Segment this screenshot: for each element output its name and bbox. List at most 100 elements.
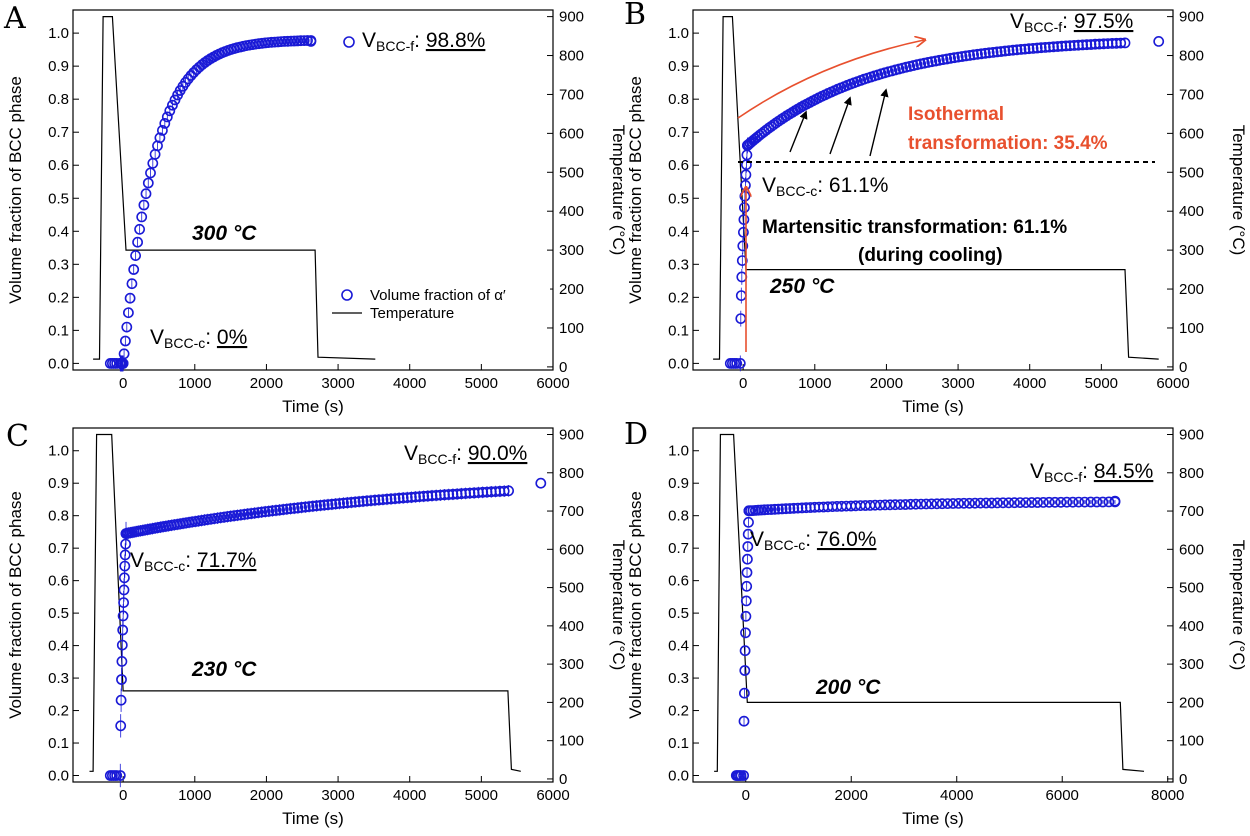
martensitic-label-2: (during cooling) (858, 245, 1003, 266)
x-tick-label: 6000 (536, 375, 569, 392)
data-point (920, 498, 932, 510)
y2-tick-label: 200 (1179, 694, 1204, 711)
y-tick-label: 0.4 (668, 638, 689, 655)
x-tick-label: 0 (119, 375, 127, 392)
y-tick-label: 0.4 (48, 223, 69, 240)
data-point (124, 292, 136, 304)
data-point (1109, 495, 1121, 507)
data-point (1007, 44, 1019, 56)
data-point (330, 498, 342, 510)
data-point (968, 49, 979, 61)
y2-tick-label: 500 (559, 580, 584, 597)
data-point (353, 496, 365, 508)
data-point (365, 495, 377, 506)
x-axis-title: Time (s) (282, 809, 344, 828)
y2-tick-label: 100 (559, 733, 584, 750)
data-point (357, 495, 369, 507)
data-point (292, 35, 303, 47)
panel-letter: A (3, 1, 26, 36)
x-tick-label: 4000 (393, 787, 426, 804)
data-point (128, 264, 140, 275)
data-point (1003, 497, 1015, 509)
data-point (116, 656, 128, 667)
data-point (188, 67, 200, 78)
data-point (156, 124, 168, 136)
y2-tick-label: 700 (1179, 86, 1204, 103)
data-point (132, 236, 143, 248)
isothermal-arrow-2 (829, 96, 852, 155)
data-point (960, 50, 972, 62)
data-point (1009, 497, 1020, 509)
data-point (740, 610, 752, 622)
data-point (956, 51, 968, 62)
y-tick-label: 0.2 (48, 289, 69, 306)
x-tick-label: 1000 (178, 375, 211, 392)
y2-tick-label: 500 (1179, 164, 1204, 181)
x-tick-label: 2000 (250, 787, 283, 804)
y-tick-label: 0.0 (668, 355, 689, 372)
data-point (773, 115, 785, 127)
y2-tick-label: 300 (559, 242, 584, 259)
y2-tick-label: 200 (1179, 281, 1204, 298)
y-tick-label: 0.5 (668, 605, 689, 622)
data-point (134, 223, 145, 235)
data-point (1067, 496, 1079, 508)
y2-tick-label: 600 (1179, 541, 1204, 558)
y-tick-label: 0.3 (48, 670, 69, 687)
data-point (991, 497, 1003, 509)
data-point (1014, 497, 1026, 508)
data-point (741, 567, 753, 578)
data-point (1015, 44, 1027, 55)
y-tick-label: 0.0 (48, 355, 69, 372)
isothermal-arrow (737, 40, 924, 119)
data-point (121, 321, 133, 333)
data-point (734, 357, 746, 369)
plot-frame (692, 9, 1174, 371)
vbcc-c-annotation: VBCC-c: 76.0% (750, 528, 876, 553)
y2-axis-title: Temperature (°C) (609, 125, 628, 256)
y2-tick-label: 800 (559, 48, 584, 65)
data-point (405, 491, 417, 503)
data-point (117, 624, 129, 636)
data-series (724, 36, 1165, 372)
data-point (145, 167, 156, 179)
y-tick-label: 0.8 (668, 508, 689, 525)
data-point (503, 485, 514, 497)
data-point (1060, 40, 1072, 52)
data-series (104, 35, 317, 372)
x-tick-label: 4000 (940, 787, 973, 804)
data-point (182, 73, 194, 85)
data-point (975, 497, 986, 509)
data-point (322, 499, 334, 511)
data-point (738, 770, 749, 781)
data-point (737, 240, 749, 252)
data-point (941, 53, 953, 65)
y2-tick-label: 400 (1179, 618, 1204, 635)
data-point (1035, 42, 1047, 54)
y2-tick-label: 0 (559, 771, 567, 788)
y-tick-label: 0.9 (668, 58, 689, 75)
data-point (349, 496, 361, 508)
isothermal-arrow-1 (789, 110, 808, 153)
vbcc-f-annotation: VBCC-f: 84.5% (1030, 460, 1153, 485)
data-point (1153, 36, 1165, 47)
data-point (780, 503, 792, 515)
data-point (1044, 41, 1055, 53)
data-point (119, 549, 131, 561)
y-tick-label: 0.9 (668, 475, 689, 492)
data-point (116, 639, 128, 651)
x-tick-label: 5000 (465, 375, 498, 392)
data-point (987, 47, 999, 58)
data-point (958, 497, 970, 509)
data-point (341, 497, 353, 509)
y2-tick-label: 900 (559, 427, 584, 444)
y2-tick-label: 100 (1179, 733, 1204, 750)
y-tick-label: 0.7 (668, 540, 689, 557)
y2-tick-label: 700 (1179, 503, 1204, 520)
y-tick-label: 0.7 (668, 124, 689, 141)
data-point (884, 499, 896, 511)
y2-tick-label: 200 (559, 694, 584, 711)
data-point (784, 503, 796, 514)
isothermal-label-1: Isothermal (908, 104, 1004, 125)
